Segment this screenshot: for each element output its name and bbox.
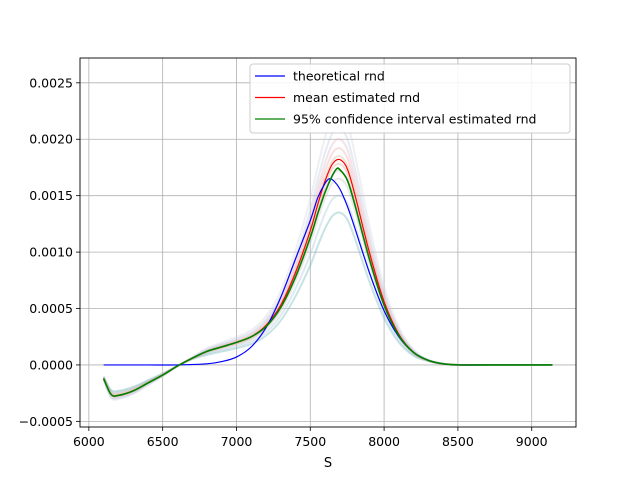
x-tick-label: 7000 bbox=[221, 434, 253, 449]
legend: theoretical rnd mean estimated rnd 95% con… bbox=[249, 63, 571, 134]
y-tick-label: 0.0020 bbox=[29, 132, 73, 147]
legend-label: 95% confidence interval estimated rnd bbox=[293, 112, 536, 127]
x-tick-label: 7500 bbox=[294, 434, 326, 449]
legend-label: theoretical rnd bbox=[293, 69, 385, 84]
legend-box bbox=[249, 63, 571, 134]
x-axis-ticks: 6000 6500 7000 7500 8000 8500 9000 bbox=[73, 427, 548, 449]
series-line-3 bbox=[102, 167, 553, 397]
x-tick-label: 8000 bbox=[368, 434, 400, 449]
y-tick-label: 0.0010 bbox=[29, 245, 73, 260]
x-tick-label: 6500 bbox=[147, 434, 179, 449]
x-axis-label: S bbox=[324, 456, 332, 471]
y-tick-label: 0.0005 bbox=[29, 301, 73, 316]
sample-curves bbox=[102, 109, 553, 401]
x-tick-label: 9000 bbox=[516, 434, 548, 449]
sample-curve bbox=[102, 169, 553, 396]
x-tick-label: 6000 bbox=[73, 434, 105, 449]
sample-curve bbox=[102, 194, 553, 394]
y-axis-ticks: −0.0005 0.0000 0.0005 0.0010 0.0015 0.0020 0.0… bbox=[19, 75, 80, 429]
plot-frame bbox=[79, 57, 577, 428]
y-tick-label: −0.0005 bbox=[19, 414, 73, 429]
y-tick-label: 0.0025 bbox=[29, 75, 73, 90]
x-tick-label: 8500 bbox=[442, 434, 474, 449]
sample-curve bbox=[102, 162, 553, 397]
series-line-2 bbox=[103, 158, 553, 397]
series-lines bbox=[102, 158, 553, 397]
sample-curve bbox=[102, 177, 553, 395]
y-tick-label: 0.0015 bbox=[29, 188, 73, 203]
y-tick-label: 0.0000 bbox=[29, 357, 73, 372]
legend-label: mean estimated rnd bbox=[293, 90, 420, 105]
